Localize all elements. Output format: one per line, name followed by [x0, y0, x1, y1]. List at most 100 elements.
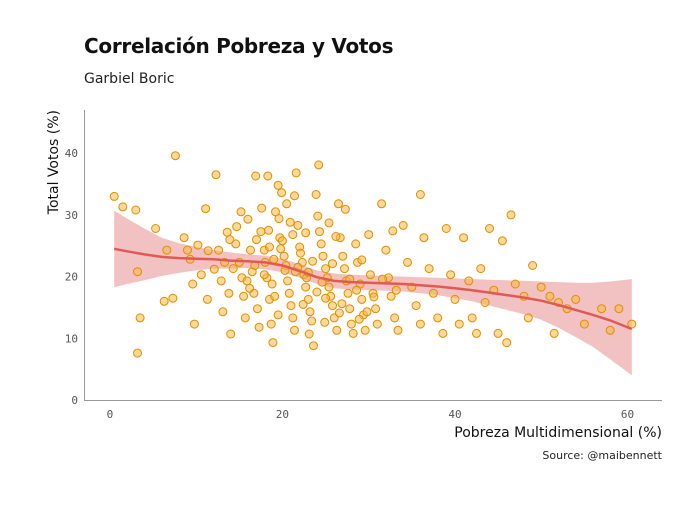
data-point — [252, 235, 261, 245]
source-caption: Source: @maibennett — [542, 449, 662, 462]
data-point — [231, 239, 241, 249]
data-point — [328, 301, 337, 311]
data-point — [226, 329, 236, 339]
data-point — [424, 264, 434, 274]
x-axis-title: Pobreza Multidimensional (%) — [454, 425, 662, 441]
data-point — [321, 264, 331, 274]
data-point — [279, 251, 289, 261]
data-point — [188, 279, 198, 289]
data-point — [411, 301, 421, 311]
data-point — [352, 285, 362, 295]
data-point — [242, 276, 252, 286]
x-tick-label: 40 — [448, 408, 461, 421]
data-point — [257, 203, 267, 213]
data-point — [245, 283, 255, 293]
data-point — [480, 298, 490, 307]
y-tick-label: 10 — [65, 332, 78, 345]
y-axis-title: Total Votos (%) — [46, 110, 62, 215]
data-point — [243, 214, 253, 224]
data-point — [246, 245, 255, 255]
data-point — [360, 325, 370, 335]
y-tick-label: 20 — [65, 271, 78, 284]
data-point — [225, 235, 235, 245]
data-point — [214, 245, 224, 255]
data-point — [268, 338, 278, 348]
data-point — [286, 301, 296, 311]
chart-subtitle: Garbiel Boric — [84, 71, 175, 87]
data-point — [151, 224, 161, 233]
data-point — [506, 210, 516, 220]
data-point — [441, 224, 451, 233]
data-point — [254, 322, 264, 332]
data-point — [273, 180, 283, 190]
x-tick-label: 20 — [276, 408, 289, 421]
data-point — [536, 282, 546, 292]
data-point — [388, 226, 398, 236]
data-point — [263, 171, 273, 181]
data-point — [265, 242, 274, 252]
smooth-line — [113, 247, 633, 331]
data-point — [428, 288, 438, 298]
y-tick-label: 40 — [65, 147, 78, 160]
data-point — [313, 211, 323, 221]
data-point — [109, 191, 119, 201]
data-point — [391, 285, 401, 295]
data-point — [328, 259, 337, 269]
data-point — [315, 227, 324, 237]
data-point — [183, 245, 192, 255]
x-tick-label: 0 — [107, 408, 114, 421]
data-point — [369, 292, 379, 302]
data-point — [393, 325, 403, 335]
data-point — [476, 264, 486, 274]
data-point — [354, 314, 364, 324]
data-point — [277, 188, 287, 198]
data-point — [485, 224, 494, 233]
data-point — [371, 304, 381, 314]
data-point — [549, 328, 559, 338]
data-point — [170, 151, 180, 161]
data-point — [209, 264, 219, 274]
data-point — [438, 328, 448, 338]
y-ticks: 0 10 20 30 40 — [65, 147, 78, 407]
data-point — [454, 319, 464, 329]
data-point — [450, 294, 460, 304]
data-point — [301, 228, 311, 238]
data-point — [298, 299, 308, 309]
data-point — [311, 190, 321, 199]
data-point — [270, 291, 280, 301]
data-point — [202, 294, 212, 304]
data-point — [293, 220, 303, 230]
data-point — [162, 245, 172, 255]
data-point — [365, 270, 375, 280]
data-point — [232, 222, 242, 232]
data-point — [211, 170, 221, 180]
data-point — [502, 338, 512, 348]
data-point — [403, 257, 412, 267]
data-point — [301, 282, 311, 292]
data-point — [320, 317, 330, 327]
data-point — [345, 304, 355, 314]
data-point — [357, 255, 367, 265]
data-point — [218, 307, 228, 317]
y-tick-label: 30 — [65, 209, 78, 222]
data-point — [316, 239, 326, 249]
data-point — [256, 227, 266, 237]
data-point — [131, 205, 141, 215]
data-point — [351, 239, 361, 249]
data-point — [614, 304, 624, 314]
data-point — [290, 191, 299, 201]
data-point — [605, 325, 615, 335]
data-point — [296, 248, 305, 258]
data-point — [419, 233, 429, 243]
data-point — [307, 316, 317, 326]
data-point — [266, 319, 276, 329]
data-point — [324, 282, 334, 292]
data-point — [510, 279, 520, 289]
data-point — [314, 160, 324, 170]
data-point — [571, 294, 581, 304]
data-point — [222, 227, 232, 237]
data-point — [284, 288, 294, 298]
data-point — [288, 313, 298, 323]
data-point — [118, 202, 128, 212]
